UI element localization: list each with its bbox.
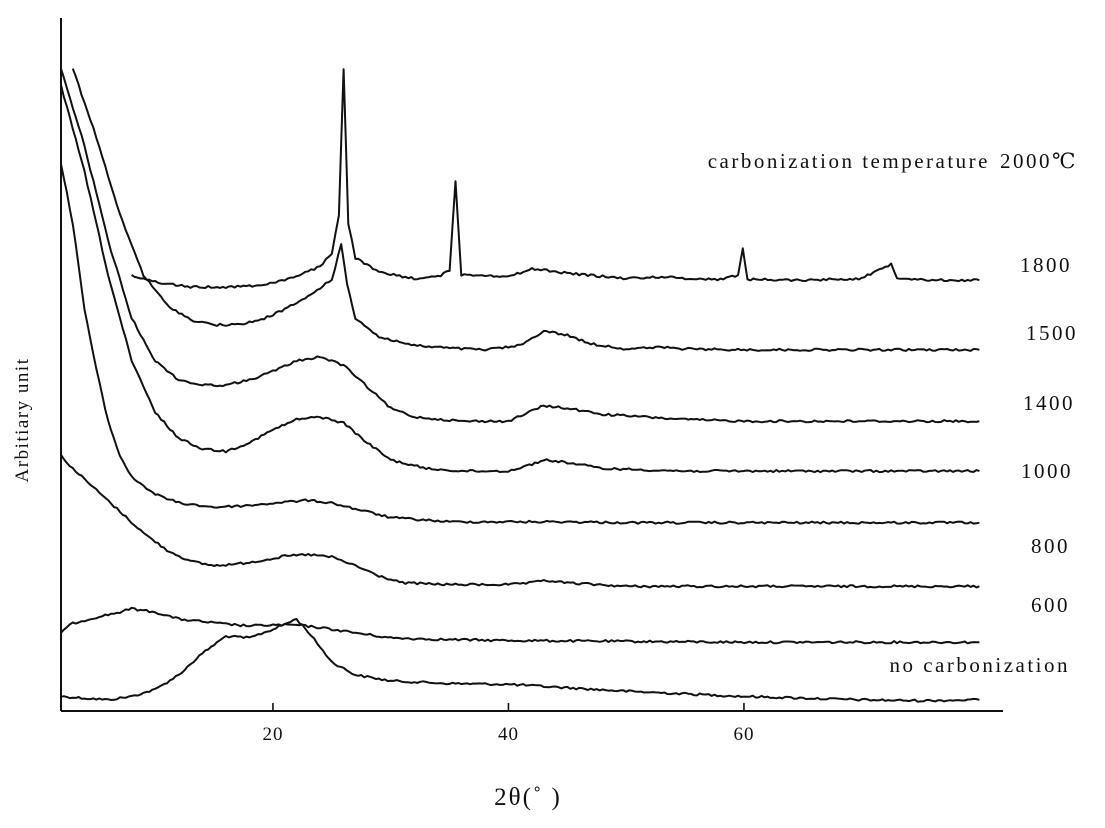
series-label: no carbonization <box>889 653 1070 677</box>
x-axis-label: 2θ(˚ ) <box>494 784 562 811</box>
series-line <box>60 164 980 525</box>
series-line <box>71 68 980 352</box>
series-label: 600 <box>1031 593 1070 617</box>
series-label: 1000 <box>1021 459 1073 483</box>
series-line <box>131 68 980 289</box>
series-label: 1800 <box>1020 253 1072 277</box>
series-label: 2000℃ <box>1000 149 1078 173</box>
series-line <box>60 84 980 474</box>
series-line <box>60 618 980 703</box>
axes <box>60 18 1003 712</box>
x-tick-label: 40 <box>498 724 519 745</box>
x-tick-label: 20 <box>262 724 283 745</box>
series-caption: carbonization temperature <box>708 149 990 173</box>
series-label: 1400 <box>1023 391 1075 415</box>
series-label: 1500 <box>1026 321 1078 345</box>
x-ticks: 20 40 60 <box>262 703 754 745</box>
series-labels: no carbonization 600 800 1000 1400 1500 1800 20… <box>708 149 1078 677</box>
series-line <box>60 606 980 645</box>
series-line <box>60 454 980 589</box>
y-axis-label: Arbitiary unit <box>12 358 33 483</box>
series-line <box>60 68 980 424</box>
series-lines <box>60 68 980 703</box>
x-tick-label: 60 <box>733 724 754 745</box>
series-label: 800 <box>1031 534 1070 558</box>
